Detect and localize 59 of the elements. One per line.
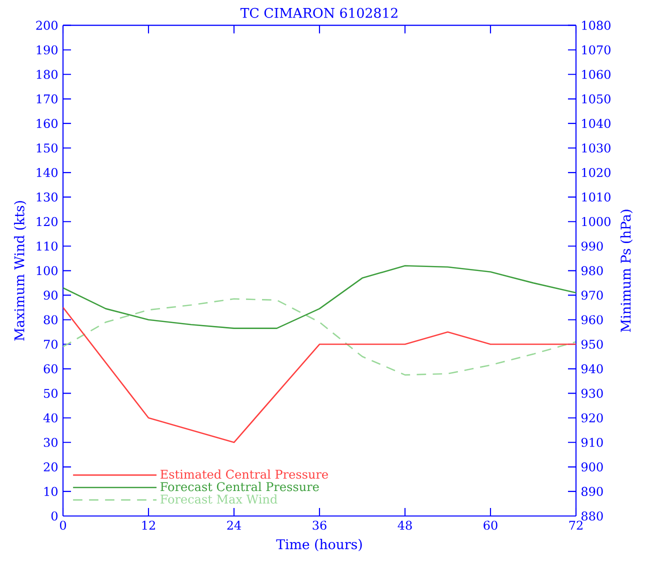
y-tick-label: 200	[36, 20, 58, 30]
text: Estimated Central Pressure	[160, 469, 328, 479]
y2-tick-label: 1050	[582, 94, 610, 104]
y2-tick-label: 1000	[582, 217, 610, 226]
y-axis-title: Maximum Wind (kts)	[14, 201, 26, 341]
y2-tick-label: 960	[581, 315, 603, 324]
text: Forecast Central Pressure	[160, 482, 319, 492]
y-tick-label: 130	[36, 192, 58, 202]
y-tick-label: 120	[36, 217, 58, 226]
y2-tick-label: 1070	[582, 45, 610, 54]
y2-tick-label: 890	[582, 486, 603, 496]
y-tick-label: 90	[44, 290, 58, 300]
y2-tick-label: 900	[581, 462, 603, 472]
text: Forecast Max Wind	[160, 494, 278, 504]
x-tick-label: 72	[569, 520, 582, 530]
y2-tick-label: 980	[581, 266, 603, 276]
y-tick-label: 150	[36, 143, 58, 153]
y-tick-label: 170	[36, 94, 58, 104]
y-tick-label: 110	[36, 242, 58, 251]
y2-tick-label: 940	[581, 364, 603, 374]
line-series	[63, 306, 576, 444]
y-tick-label: 180	[36, 70, 58, 79]
y-tick-label: 50	[44, 388, 58, 398]
line-series	[63, 265, 576, 329]
x-tick-label: 0	[60, 520, 66, 530]
line-series	[63, 298, 576, 376]
y2-tick-label: 930	[581, 388, 603, 398]
y-tick-label: 40	[43, 413, 58, 422]
y2-tick-label: 990	[581, 242, 603, 251]
y-tick-label: 100	[36, 266, 58, 276]
y2-tick-label: 1030	[582, 143, 610, 153]
y-tick-label: 140	[36, 168, 58, 178]
x-tick-label: 12	[142, 520, 155, 530]
y2-tick-label: 950	[581, 340, 603, 349]
y-tick-label: 0	[51, 511, 58, 521]
y-tick-label: 160	[36, 118, 58, 128]
y2-tick-label: 920	[581, 413, 603, 422]
y2-tick-label: 970	[581, 290, 603, 300]
y-tick-label: 80	[44, 315, 58, 324]
x-tick-label: 60	[484, 520, 498, 530]
x-axis-title: Time (hours)	[276, 538, 362, 552]
y-tick-label: 60	[44, 364, 58, 374]
x-tick-label: 24	[227, 520, 242, 530]
y2-tick-label: 1080	[582, 20, 610, 30]
chart-title: TC CIMARON 6102812	[240, 8, 398, 18]
y2-tick-label: 1020	[582, 168, 610, 178]
y2-tick-label: 910	[581, 438, 603, 447]
y2-axis-title: Minimum Ps (hPa)	[620, 210, 633, 332]
y-tick-label: 10	[44, 486, 58, 496]
y-tick-label: 190	[36, 45, 58, 54]
y-tick-label: 70	[44, 340, 58, 349]
y-tick-label: 20	[44, 462, 58, 472]
y2-tick-label: 880	[582, 511, 603, 521]
x-tick-label: 36	[312, 520, 326, 530]
y2-tick-label: 1060	[582, 70, 610, 79]
y2-tick-label: 1040	[582, 118, 610, 128]
x-tick-label: 48	[398, 520, 412, 530]
y-tick-label: 30	[44, 438, 58, 447]
y2-tick-label: 1010	[582, 192, 610, 202]
